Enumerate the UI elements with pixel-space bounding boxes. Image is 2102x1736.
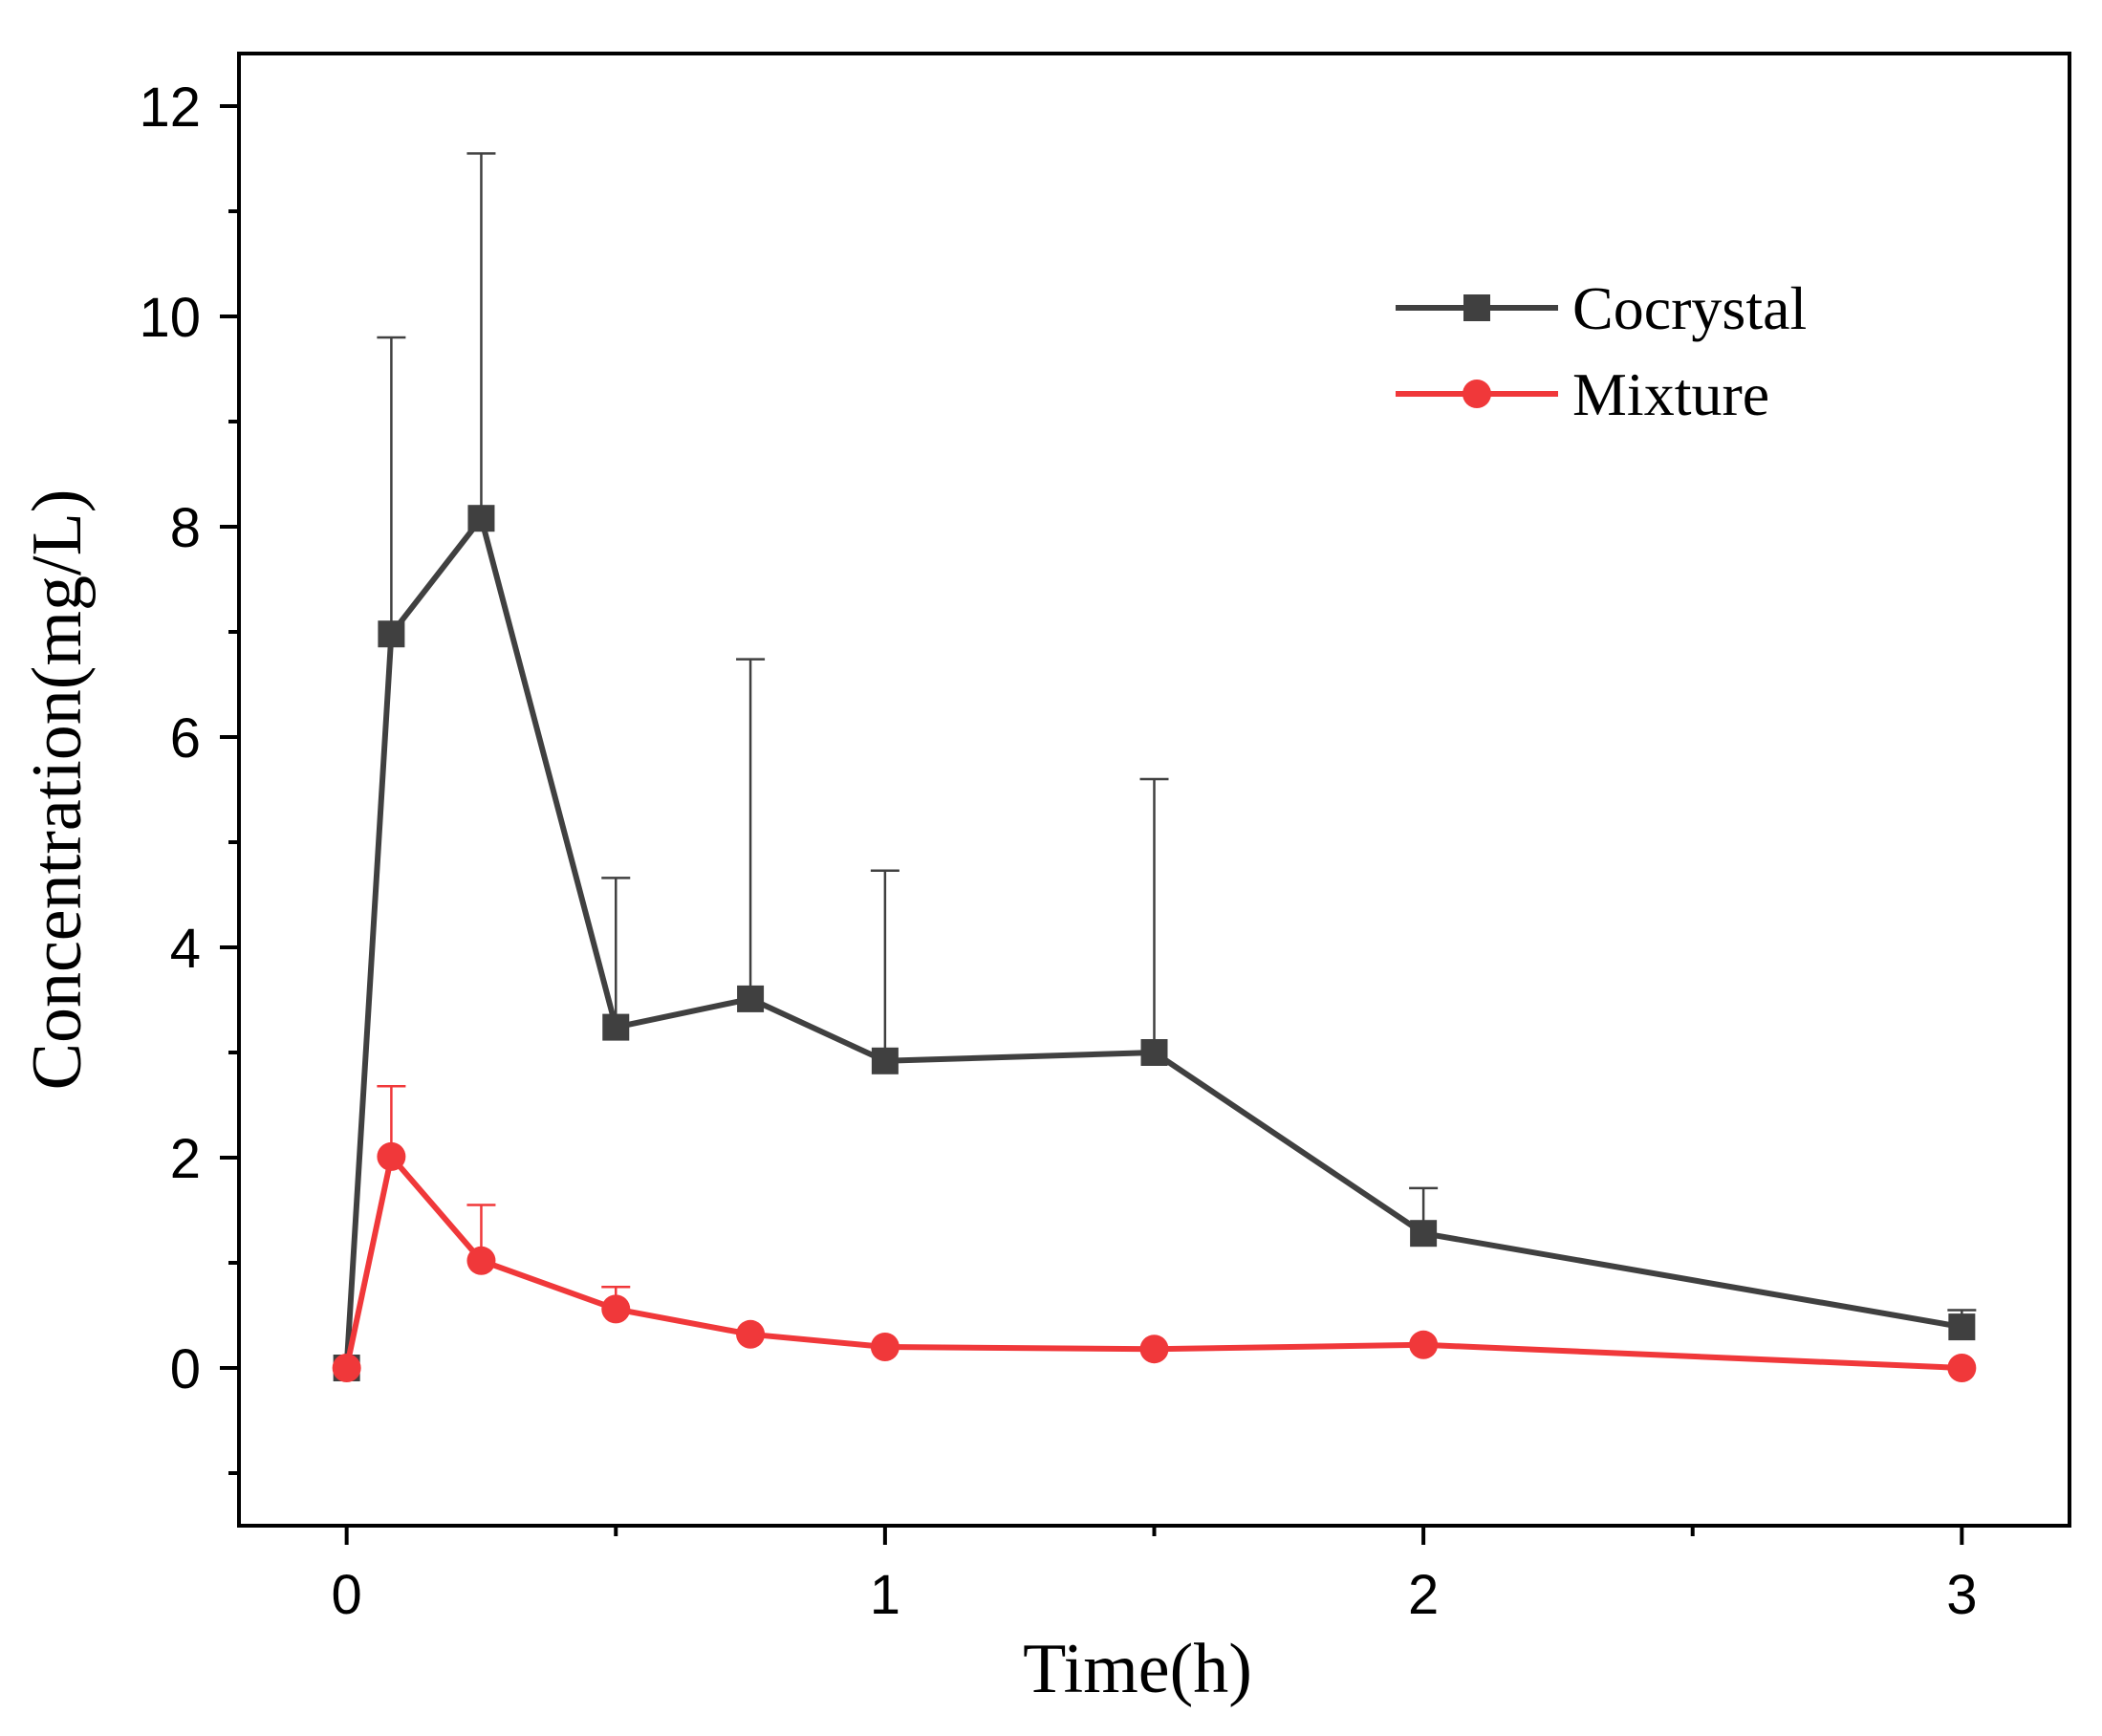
y-tick-label: 10	[139, 287, 201, 349]
y-tick-label: 4	[170, 918, 201, 980]
mixture-data-point	[1139, 1335, 1169, 1364]
y-tick-label: 2	[170, 1128, 201, 1190]
mixture-data-point	[870, 1333, 899, 1361]
cocrystal-data-point	[871, 1047, 899, 1074]
x-tick-label: 2	[1408, 1564, 1439, 1626]
cocrystal-data-point	[1140, 1039, 1168, 1066]
cocrystal-data-point	[467, 505, 495, 532]
mixture-data-point	[466, 1246, 496, 1275]
x-tick-label: 0	[332, 1564, 362, 1626]
legend-label-mixture: Mixture	[1572, 360, 1769, 428]
legend-label-cocrystal: Cocrystal	[1572, 274, 1807, 342]
y-tick-label: 0	[170, 1338, 201, 1400]
legend-marker-cocrystal	[1463, 294, 1490, 321]
mixture-data-point	[1947, 1354, 1977, 1382]
legend-marker-mixture	[1463, 380, 1491, 408]
cocrystal-data-point	[1410, 1220, 1438, 1248]
mixture-data-point	[736, 1319, 766, 1349]
cocrystal-data-point	[378, 620, 405, 648]
x-tick-label: 3	[1946, 1564, 1977, 1626]
x-tick-label: 1	[870, 1564, 900, 1626]
mixture-data-point	[377, 1141, 406, 1171]
x-axis-title: Time(h)	[1023, 1630, 1252, 1708]
mixture-data-point	[332, 1354, 361, 1382]
y-tick-label: 6	[170, 707, 201, 770]
legend: Cocrystal Mixture	[1396, 274, 1807, 428]
mixture-data-point	[1409, 1330, 1439, 1359]
cocrystal-data-point	[602, 1013, 630, 1041]
y-tick-label: 8	[170, 497, 201, 559]
mixture-data-point	[601, 1294, 631, 1324]
cocrystal-data-point	[1948, 1313, 1976, 1341]
y-tick-label: 12	[139, 76, 201, 139]
cocrystal-data-point	[737, 985, 765, 1012]
y-axis-title: Concentration(mg/L)	[18, 489, 97, 1091]
